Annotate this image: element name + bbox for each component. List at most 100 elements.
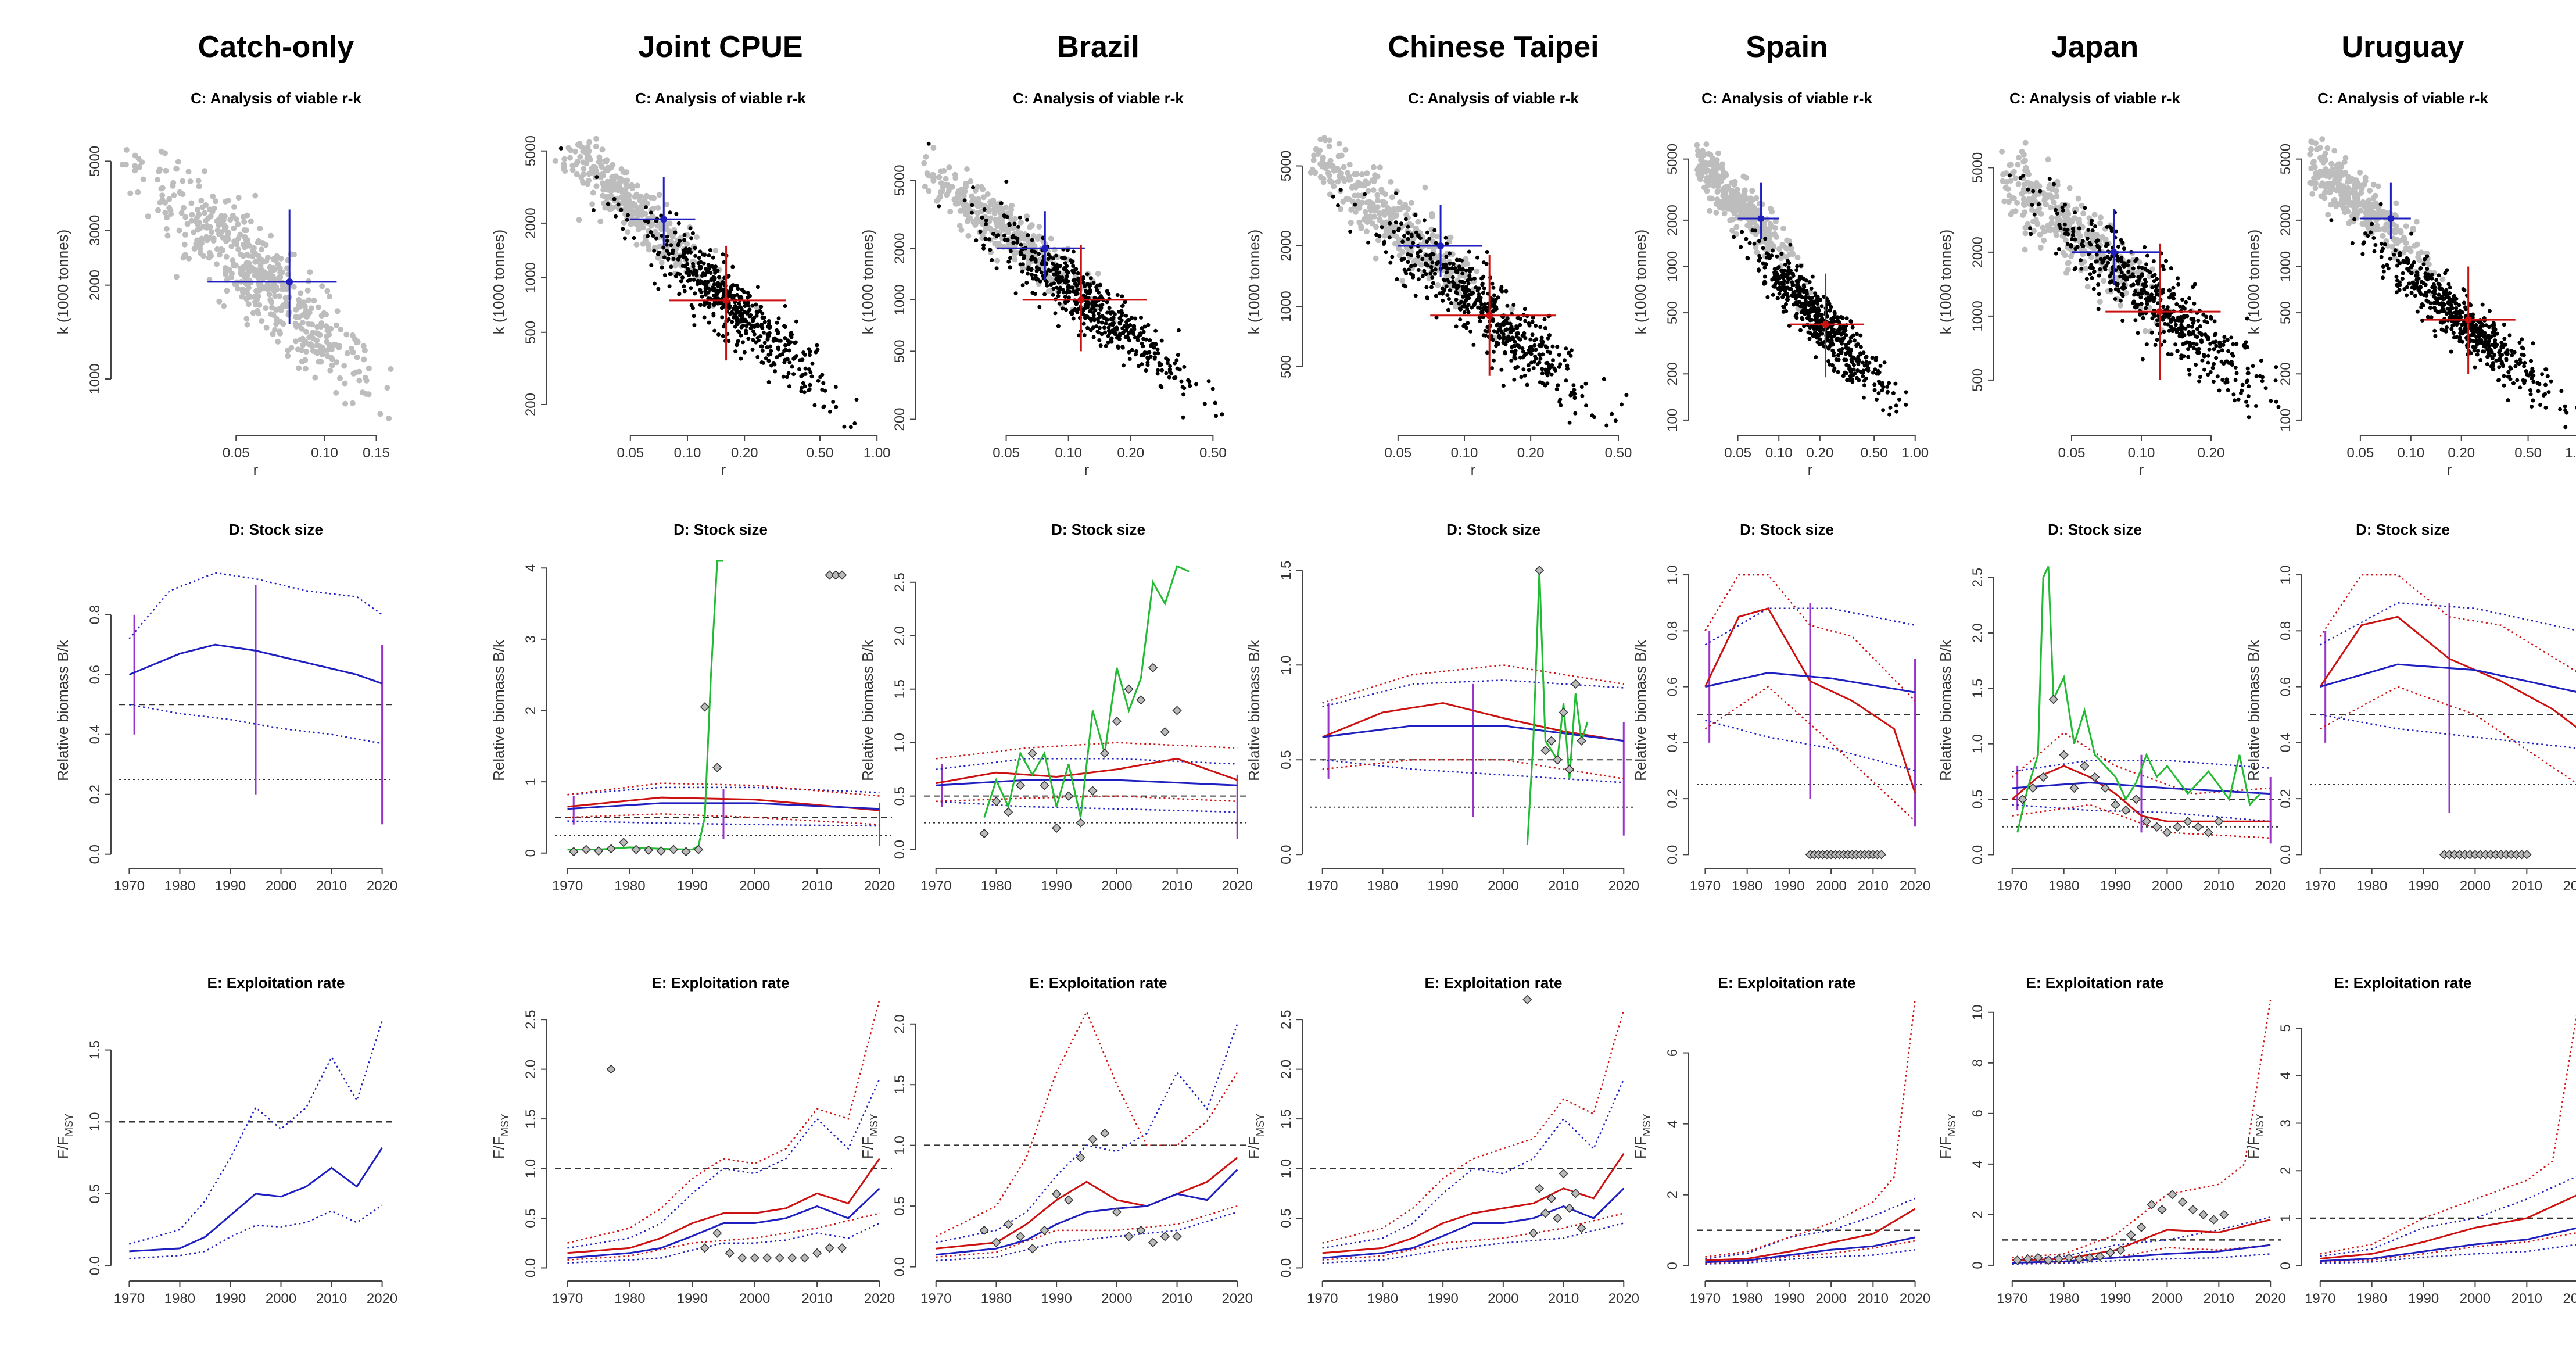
viable-rk-point: [218, 246, 224, 252]
accepted-rk-point: [1448, 261, 1452, 266]
x-tick-label: 0.10: [1765, 445, 1793, 461]
viable-rk-point: [1365, 180, 1371, 187]
accepted-rk-point: [740, 288, 744, 292]
accepted-rk-point: [690, 270, 694, 275]
viable-rk-point: [694, 234, 700, 241]
accepted-rk-point: [2155, 338, 2159, 342]
accepted-rk-point: [689, 236, 694, 241]
accepted-rk-point: [2144, 306, 2148, 310]
viable-rk-point: [168, 211, 174, 217]
accepted-rk-point: [1523, 319, 1528, 323]
accepted-rk-point: [1070, 269, 1075, 273]
viable-rk-point: [155, 207, 161, 213]
y-tick-label: 1000: [87, 363, 103, 394]
accepted-rk-point: [1096, 320, 1101, 324]
accepted-rk-point: [801, 350, 806, 355]
accepted-rk-point: [2229, 335, 2234, 340]
viable-rk-point: [203, 217, 209, 224]
viable-rk-point: [316, 331, 322, 337]
viable-rk-point: [132, 152, 138, 159]
accepted-rk-point: [1148, 343, 1153, 348]
viable-rk-point: [303, 328, 309, 335]
accepted-rk-point: [1762, 280, 1767, 284]
viable-rk-point: [327, 367, 334, 374]
accepted-rk-point: [1453, 266, 1457, 271]
accepted-rk-point: [737, 330, 742, 335]
accepted-rk-point: [2136, 302, 2141, 307]
accepted-rk-point: [781, 374, 786, 379]
viable-rk-point: [629, 220, 636, 227]
accepted-rk-point: [1058, 279, 1063, 284]
viable-rk-point: [291, 284, 297, 290]
accepted-rk-point: [2088, 266, 2093, 270]
accepted-rk-point: [1044, 280, 1049, 284]
accepted-rk-point: [1106, 334, 1110, 338]
viable-rk-point: [1374, 192, 1381, 198]
accepted-rk-point: [1511, 303, 1516, 307]
viable-rk-point: [1750, 219, 1756, 226]
viable-rk-point: [2093, 232, 2100, 238]
viable-rk-point: [2041, 191, 2048, 198]
accepted-rk-point: [1620, 402, 1624, 407]
viable-rk-point: [993, 218, 999, 224]
accepted-rk-point: [1799, 288, 1804, 293]
viable-rk-point: [2328, 160, 2334, 167]
accepted-rk-point: [2197, 346, 2201, 351]
viable-rk-point: [598, 172, 604, 178]
accepted-rk-point: [2086, 228, 2091, 232]
accepted-rk-point: [1096, 330, 1101, 335]
viable-rk-point: [668, 231, 674, 237]
accepted-rk-point: [2052, 182, 2056, 187]
accepted-rk-point: [711, 312, 716, 316]
accepted-rk-point: [1042, 292, 1047, 296]
accepted-rk-point: [646, 234, 650, 238]
viable-rk-point: [1415, 219, 1421, 225]
accepted-rk-point: [762, 341, 767, 345]
accepted-rk-point: [1904, 390, 1908, 395]
accepted-rk-point: [2030, 203, 2034, 207]
viable-rk-point: [629, 182, 635, 188]
accepted-rk-point: [1521, 333, 1526, 338]
accepted-rk-point: [1431, 252, 1436, 257]
viable-rk-point: [273, 306, 279, 313]
accepted-rk-point: [1511, 343, 1516, 348]
accepted-rk-point: [1460, 271, 1465, 276]
accepted-rk-point: [2245, 403, 2250, 408]
accepted-rk-point: [1559, 403, 1563, 407]
viable-rk-point: [1399, 249, 1406, 255]
viable-rk-point: [275, 261, 281, 267]
accepted-rk-point: [2162, 314, 2166, 319]
viable-rk-point: [132, 167, 138, 174]
viable-rk-point: [265, 255, 271, 261]
accepted-rk-point: [1462, 280, 1467, 285]
accepted-rk-point: [1569, 393, 1574, 398]
accepted-rk-point: [2189, 317, 2194, 321]
accepted-rk-point: [2206, 335, 2210, 340]
accepted-rk-point: [1848, 339, 1853, 343]
accepted-rk-point: [1440, 286, 1445, 291]
accepted-rk-point: [1583, 381, 1588, 386]
x-tick-label: 0.10: [2128, 445, 2155, 461]
accepted-rk-point: [1480, 310, 1485, 315]
viable-rk-point: [965, 206, 972, 212]
accepted-rk-point: [1013, 291, 1018, 296]
accepted-rk-point: [1867, 360, 1872, 365]
accepted-rk-point: [1529, 352, 1534, 356]
accepted-rk-point: [1017, 215, 1022, 220]
accepted-rk-point: [1074, 292, 1078, 296]
panel-title: C: Analysis of viable r-k: [1701, 90, 1872, 107]
viable-rk-point: [561, 156, 568, 162]
accepted-rk-point: [1393, 220, 1398, 225]
viable-rk-point: [166, 205, 173, 211]
accepted-rk-point: [2176, 282, 2181, 287]
accepted-rk-point: [1444, 255, 1449, 259]
viable-rk-point: [633, 191, 640, 198]
panel-title: C: Analysis of viable r-k: [1013, 90, 1184, 107]
accepted-rk-point: [606, 202, 610, 206]
accepted-rk-point: [1418, 249, 1423, 253]
accepted-rk-point: [1160, 368, 1165, 373]
x-tick-label: 0.15: [363, 445, 390, 461]
column-title: Brazil: [1057, 30, 1140, 64]
accepted-rk-point: [1446, 307, 1450, 312]
viable-rk-point: [593, 144, 599, 150]
